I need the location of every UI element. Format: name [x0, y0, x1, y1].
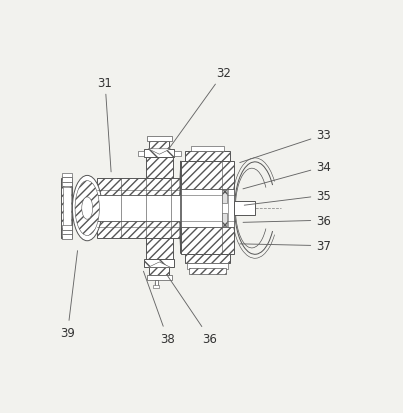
Bar: [62, 173, 72, 178]
Bar: [63, 188, 71, 229]
Bar: [97, 195, 180, 222]
Text: 38: 38: [143, 272, 175, 345]
Bar: [150, 142, 169, 150]
Bar: [187, 263, 228, 269]
Bar: [185, 254, 230, 263]
Bar: [222, 214, 227, 226]
Text: 35: 35: [244, 189, 331, 206]
Bar: [144, 150, 174, 157]
Text: 32: 32: [169, 67, 231, 149]
Polygon shape: [180, 161, 181, 195]
Text: 37: 37: [240, 240, 331, 253]
Bar: [97, 179, 180, 238]
Bar: [174, 152, 181, 157]
Polygon shape: [180, 222, 181, 254]
Ellipse shape: [75, 181, 100, 236]
Bar: [222, 191, 227, 204]
Bar: [180, 195, 181, 222]
Bar: [62, 178, 72, 183]
Bar: [62, 226, 72, 230]
Bar: [147, 275, 172, 280]
Polygon shape: [148, 262, 170, 268]
Bar: [144, 260, 174, 268]
Bar: [147, 137, 172, 142]
Bar: [61, 178, 72, 239]
Bar: [181, 190, 234, 228]
Text: 36: 36: [243, 214, 331, 227]
Bar: [154, 285, 159, 288]
Bar: [62, 230, 72, 235]
Bar: [145, 157, 173, 179]
Bar: [185, 152, 230, 161]
Bar: [189, 269, 226, 274]
Text: 39: 39: [60, 251, 77, 339]
Ellipse shape: [73, 176, 102, 241]
Bar: [181, 161, 234, 254]
Bar: [155, 280, 158, 286]
Text: 31: 31: [98, 76, 112, 172]
Bar: [138, 152, 144, 157]
Bar: [234, 202, 255, 216]
Text: 34: 34: [243, 161, 331, 190]
Polygon shape: [148, 150, 170, 155]
Text: 33: 33: [240, 129, 331, 163]
Ellipse shape: [82, 197, 93, 220]
Bar: [191, 146, 224, 152]
Text: 36: 36: [167, 275, 217, 345]
Bar: [62, 235, 72, 239]
Bar: [145, 238, 173, 260]
Bar: [62, 183, 72, 187]
Bar: [150, 268, 169, 275]
